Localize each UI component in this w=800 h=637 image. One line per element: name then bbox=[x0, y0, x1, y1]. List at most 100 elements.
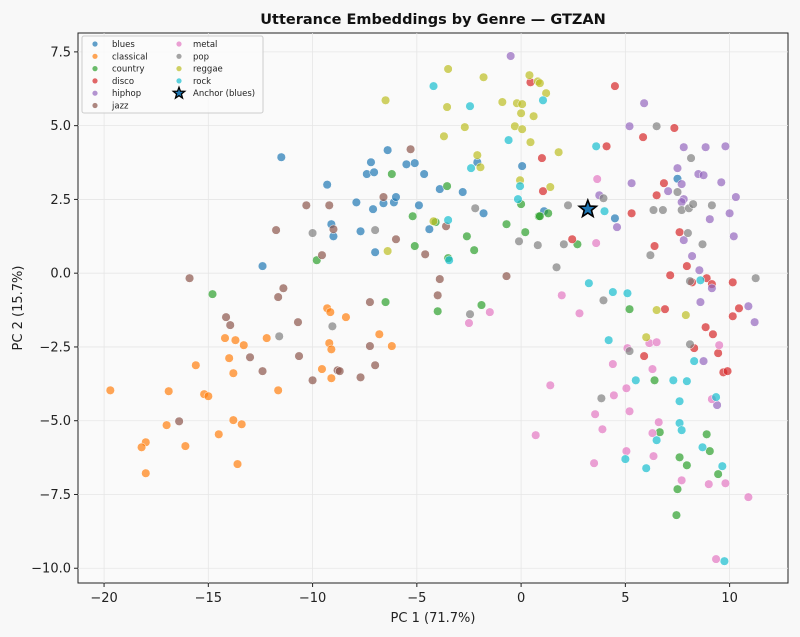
point-blues bbox=[322, 180, 332, 190]
point-classical bbox=[374, 329, 384, 339]
legend-label: blues bbox=[112, 40, 135, 50]
legend-label: disco bbox=[112, 77, 134, 87]
point-country bbox=[520, 227, 530, 237]
point-reggae bbox=[516, 108, 526, 118]
point-country bbox=[469, 245, 479, 255]
point-pop bbox=[370, 225, 380, 235]
point-disco bbox=[713, 348, 723, 358]
point-pop bbox=[533, 240, 543, 250]
point-classical bbox=[325, 307, 335, 317]
point-rock bbox=[513, 194, 523, 204]
legend-label: rock bbox=[193, 77, 211, 87]
point-rock bbox=[466, 163, 476, 173]
legend: blues classical country disco hiphop jazz meta… bbox=[81, 35, 264, 114]
point-classical bbox=[262, 333, 272, 343]
point-country bbox=[476, 300, 487, 310]
point-pop bbox=[274, 331, 284, 341]
point-hiphop bbox=[699, 356, 709, 366]
point-classical bbox=[203, 391, 213, 401]
point-blues bbox=[383, 145, 393, 155]
plot-area bbox=[77, 32, 789, 584]
point-jazz bbox=[278, 283, 288, 293]
point-disco bbox=[682, 261, 692, 271]
point-pop bbox=[751, 273, 761, 283]
point-hiphop bbox=[731, 192, 741, 202]
point-metal bbox=[591, 238, 601, 248]
point-jazz bbox=[433, 290, 443, 300]
x-tick-label: −20 bbox=[90, 591, 117, 606]
point-rock bbox=[711, 392, 721, 402]
point-metal bbox=[621, 383, 631, 393]
point-classical bbox=[164, 386, 174, 396]
point-metal bbox=[609, 390, 619, 400]
point-country bbox=[624, 304, 635, 314]
point-reggae bbox=[460, 122, 470, 132]
point-rock bbox=[599, 206, 610, 216]
point-disco bbox=[722, 366, 733, 376]
point-pop bbox=[598, 295, 609, 305]
legend-marker-hiphop bbox=[92, 90, 98, 96]
point-reggae bbox=[428, 216, 439, 226]
legend-marker-rock bbox=[176, 78, 182, 84]
point-rock bbox=[604, 335, 614, 345]
point-classical bbox=[228, 368, 238, 378]
point-classical bbox=[273, 385, 283, 395]
point-pop bbox=[551, 262, 562, 272]
point-country bbox=[501, 219, 512, 229]
y-tick-label: 7.5 bbox=[50, 45, 71, 60]
point-jazz bbox=[294, 351, 304, 361]
point-classical bbox=[214, 429, 224, 439]
point-metal bbox=[464, 318, 474, 328]
point-blues bbox=[410, 158, 420, 168]
point-metal bbox=[647, 364, 658, 374]
anchor-star-marker bbox=[577, 197, 599, 219]
point-rock bbox=[428, 81, 439, 91]
point-pop bbox=[563, 200, 573, 210]
grid bbox=[78, 33, 788, 583]
legend-marker-disco bbox=[92, 78, 98, 84]
point-hiphop bbox=[627, 178, 637, 188]
point-jazz bbox=[317, 250, 327, 260]
point-rock bbox=[719, 556, 729, 566]
point-disco bbox=[708, 329, 718, 339]
point-metal bbox=[648, 451, 659, 461]
point-country bbox=[713, 469, 723, 479]
point-rock bbox=[515, 181, 525, 191]
point-jazz bbox=[293, 317, 303, 327]
point-metal bbox=[485, 307, 495, 317]
point-jazz bbox=[406, 144, 416, 154]
point-blues bbox=[369, 167, 379, 177]
point-pop bbox=[624, 346, 635, 356]
point-rock bbox=[697, 442, 708, 452]
point-blues bbox=[424, 224, 434, 234]
point-classical bbox=[326, 373, 336, 383]
point-pop bbox=[685, 339, 695, 349]
point-hiphop bbox=[720, 141, 730, 151]
point-rock bbox=[675, 396, 685, 406]
point-country bbox=[387, 169, 397, 179]
point-classical bbox=[220, 333, 230, 343]
point-rock bbox=[584, 278, 594, 288]
point-classical bbox=[237, 419, 247, 429]
point-country bbox=[442, 181, 452, 191]
point-blues bbox=[419, 169, 429, 179]
point-hiphop bbox=[624, 121, 635, 131]
point-pop bbox=[707, 200, 717, 210]
point-metal bbox=[531, 430, 541, 440]
point-blues bbox=[479, 208, 489, 218]
point-blues bbox=[276, 152, 286, 162]
point-blues bbox=[610, 213, 620, 223]
point-rock bbox=[695, 275, 705, 285]
point-hiphop bbox=[707, 283, 717, 293]
point-metal bbox=[589, 458, 599, 468]
point-rock bbox=[504, 135, 514, 145]
point-pop bbox=[514, 236, 524, 246]
point-metal bbox=[574, 308, 585, 318]
point-blues bbox=[370, 247, 380, 257]
point-pop bbox=[645, 250, 655, 260]
point-reggae bbox=[535, 78, 545, 88]
point-rock bbox=[717, 461, 727, 471]
point-disco bbox=[665, 270, 675, 280]
point-jazz bbox=[324, 200, 334, 210]
